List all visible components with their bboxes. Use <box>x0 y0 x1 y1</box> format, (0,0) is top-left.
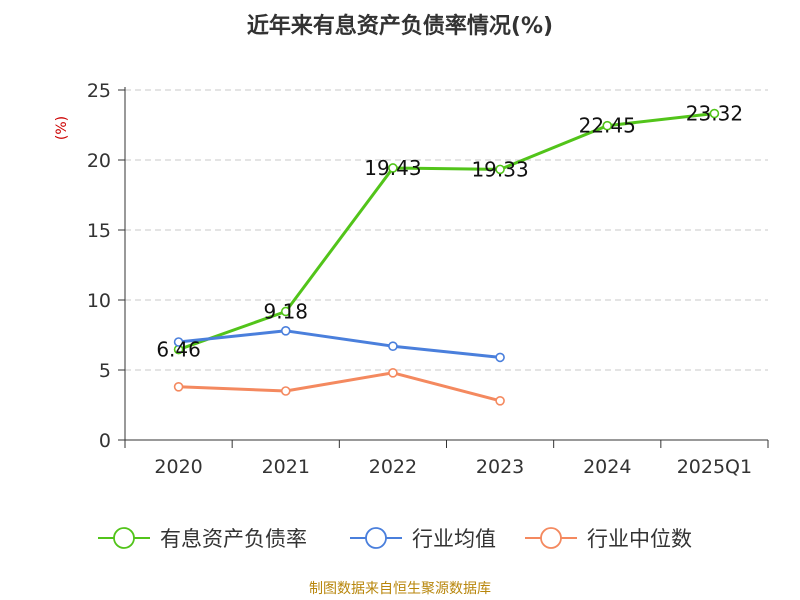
y-axis-label: (%) <box>54 116 70 140</box>
data-label: 19.43 <box>364 156 421 180</box>
series-line <box>178 112 715 351</box>
y-tick-label: 20 <box>87 150 111 172</box>
x-tick-label: 2023 <box>476 456 524 478</box>
data-label: 19.33 <box>471 157 528 181</box>
x-tick-label: 2025Q1 <box>677 456 752 478</box>
x-tick-label: 2024 <box>583 456 631 478</box>
legend[interactable]: 有息资产负债率 行业均值 行业中位数 <box>98 527 692 551</box>
y-tick-label: 10 <box>87 290 111 312</box>
legend-item[interactable]: 行业中位数 <box>525 527 692 551</box>
data-point[interactable] <box>602 120 613 131</box>
legend-marker <box>113 527 135 549</box>
y-tick-label: 15 <box>87 220 111 242</box>
y-tick-label: 0 <box>99 430 111 452</box>
legend-label: 行业均值 <box>412 527 496 551</box>
data-point[interactable] <box>173 337 184 347</box>
axes: 0 5 10 15 20 25 2020 2021 2022 2023 2024 2025Q1 <box>87 80 769 478</box>
data-point[interactable] <box>173 381 184 392</box>
data-point[interactable] <box>495 164 505 175</box>
data-label: 22.45 <box>579 114 636 138</box>
data-point[interactable] <box>280 306 291 317</box>
data-point[interactable] <box>388 341 398 352</box>
chart-title: 近年来有息资产负债率情况(%) <box>246 14 554 39</box>
legend-item[interactable]: 有息资产负债率 <box>98 527 307 551</box>
grid-lines <box>125 89 768 371</box>
series-1 <box>173 108 720 355</box>
x-tick-label: 2021 <box>262 456 310 478</box>
x-tick-label: 2022 <box>369 456 417 478</box>
data-point[interactable] <box>495 352 505 363</box>
legend-marker <box>365 527 387 549</box>
data-point[interactable] <box>495 395 505 406</box>
data-labels: 6.46 9.18 19.43 19.33 22.45 23.32 <box>156 102 743 362</box>
data-point[interactable] <box>280 325 291 336</box>
data-point[interactable] <box>388 367 398 378</box>
series-3 <box>173 367 505 406</box>
y-tick-label: 5 <box>99 360 111 382</box>
legend-label: 行业中位数 <box>587 527 692 551</box>
y-tick-label: 25 <box>87 80 111 102</box>
data-point[interactable] <box>388 163 398 173</box>
data-point[interactable] <box>280 386 291 396</box>
source-note: 制图数据来自恒生聚源数据库 <box>309 581 491 597</box>
data-label: 23.32 <box>686 102 743 126</box>
data-label: 6.46 <box>156 338 201 362</box>
data-label: 9.18 <box>263 299 308 323</box>
series-layer <box>173 108 720 406</box>
legend-item[interactable]: 行业均值 <box>350 527 496 551</box>
series-line <box>178 329 501 359</box>
x-tick-label: 2020 <box>154 456 202 478</box>
series-2 <box>173 325 505 363</box>
series-line <box>178 371 501 403</box>
data-point[interactable] <box>709 108 720 119</box>
legend-label: 有息资产负债率 <box>160 527 307 551</box>
legend-marker <box>540 527 562 549</box>
